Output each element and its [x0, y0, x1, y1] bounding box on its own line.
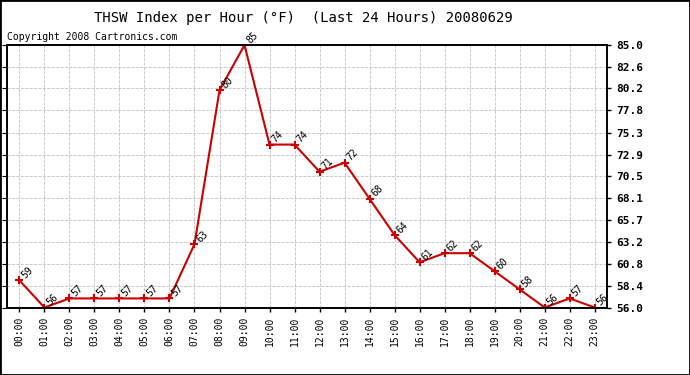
Text: 57: 57 [144, 283, 160, 298]
Text: 80: 80 [219, 75, 235, 90]
Text: 57: 57 [95, 283, 110, 298]
Text: 59: 59 [19, 265, 34, 280]
Text: 72: 72 [344, 147, 360, 163]
Text: 56: 56 [544, 292, 560, 308]
Text: 57: 57 [70, 283, 85, 298]
Text: 64: 64 [395, 220, 410, 235]
Text: 58: 58 [520, 274, 535, 290]
Text: 71: 71 [319, 156, 335, 172]
Text: 62: 62 [444, 238, 460, 253]
Text: 61: 61 [420, 247, 435, 262]
Text: Copyright 2008 Cartronics.com: Copyright 2008 Cartronics.com [7, 32, 177, 42]
Text: 56: 56 [595, 292, 610, 308]
Text: THSW Index per Hour (°F)  (Last 24 Hours) 20080629: THSW Index per Hour (°F) (Last 24 Hours)… [95, 11, 513, 25]
Text: 57: 57 [570, 283, 585, 298]
Text: 85: 85 [244, 30, 260, 45]
Text: 74: 74 [295, 129, 310, 145]
Text: 63: 63 [195, 229, 210, 244]
Text: 74: 74 [270, 129, 285, 145]
Text: 56: 56 [44, 292, 60, 308]
Text: 57: 57 [170, 283, 185, 298]
Text: 62: 62 [470, 238, 485, 253]
Text: 57: 57 [119, 283, 135, 298]
Text: 60: 60 [495, 256, 510, 271]
Text: 68: 68 [370, 183, 385, 199]
